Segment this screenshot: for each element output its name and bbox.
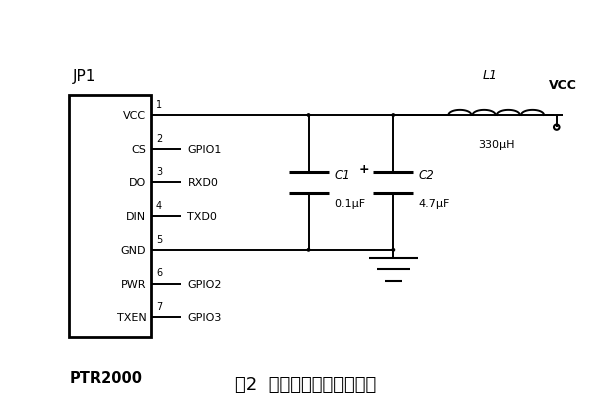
Ellipse shape [307, 115, 310, 117]
Ellipse shape [307, 249, 310, 252]
Text: RXD0: RXD0 [188, 178, 218, 188]
Text: 图2  无线通信模块接口电路: 图2 无线通信模块接口电路 [235, 375, 376, 393]
Text: TXEN: TXEN [117, 312, 146, 322]
Text: 1: 1 [156, 100, 162, 110]
Text: JP1: JP1 [73, 68, 96, 83]
Text: VCC: VCC [549, 79, 577, 92]
Text: 6: 6 [156, 268, 162, 278]
Text: VCC: VCC [123, 111, 146, 121]
Text: C2: C2 [418, 169, 434, 182]
Text: DO: DO [129, 178, 146, 188]
Text: 4: 4 [156, 200, 162, 211]
Text: 7: 7 [156, 301, 162, 311]
Ellipse shape [392, 249, 395, 252]
Text: TXD0: TXD0 [188, 211, 218, 222]
Text: 5: 5 [156, 234, 162, 244]
Text: 4.7μF: 4.7μF [418, 198, 450, 208]
Text: PTR2000: PTR2000 [70, 370, 142, 385]
Text: +: + [359, 162, 370, 175]
Text: 3: 3 [156, 167, 162, 177]
Text: GPIO3: GPIO3 [188, 312, 222, 322]
Text: C1: C1 [335, 169, 350, 182]
Text: 0.1μF: 0.1μF [335, 198, 366, 208]
Text: CS: CS [131, 144, 146, 154]
Text: PWR: PWR [121, 279, 146, 289]
Text: GPIO1: GPIO1 [188, 144, 222, 154]
Text: DIN: DIN [126, 211, 146, 222]
Text: L1: L1 [483, 68, 498, 81]
Text: 330μH: 330μH [478, 140, 514, 150]
Text: GPIO2: GPIO2 [188, 279, 222, 289]
Text: 2: 2 [156, 133, 162, 143]
Ellipse shape [392, 115, 395, 117]
FancyBboxPatch shape [70, 96, 151, 338]
Text: GND: GND [121, 245, 146, 255]
